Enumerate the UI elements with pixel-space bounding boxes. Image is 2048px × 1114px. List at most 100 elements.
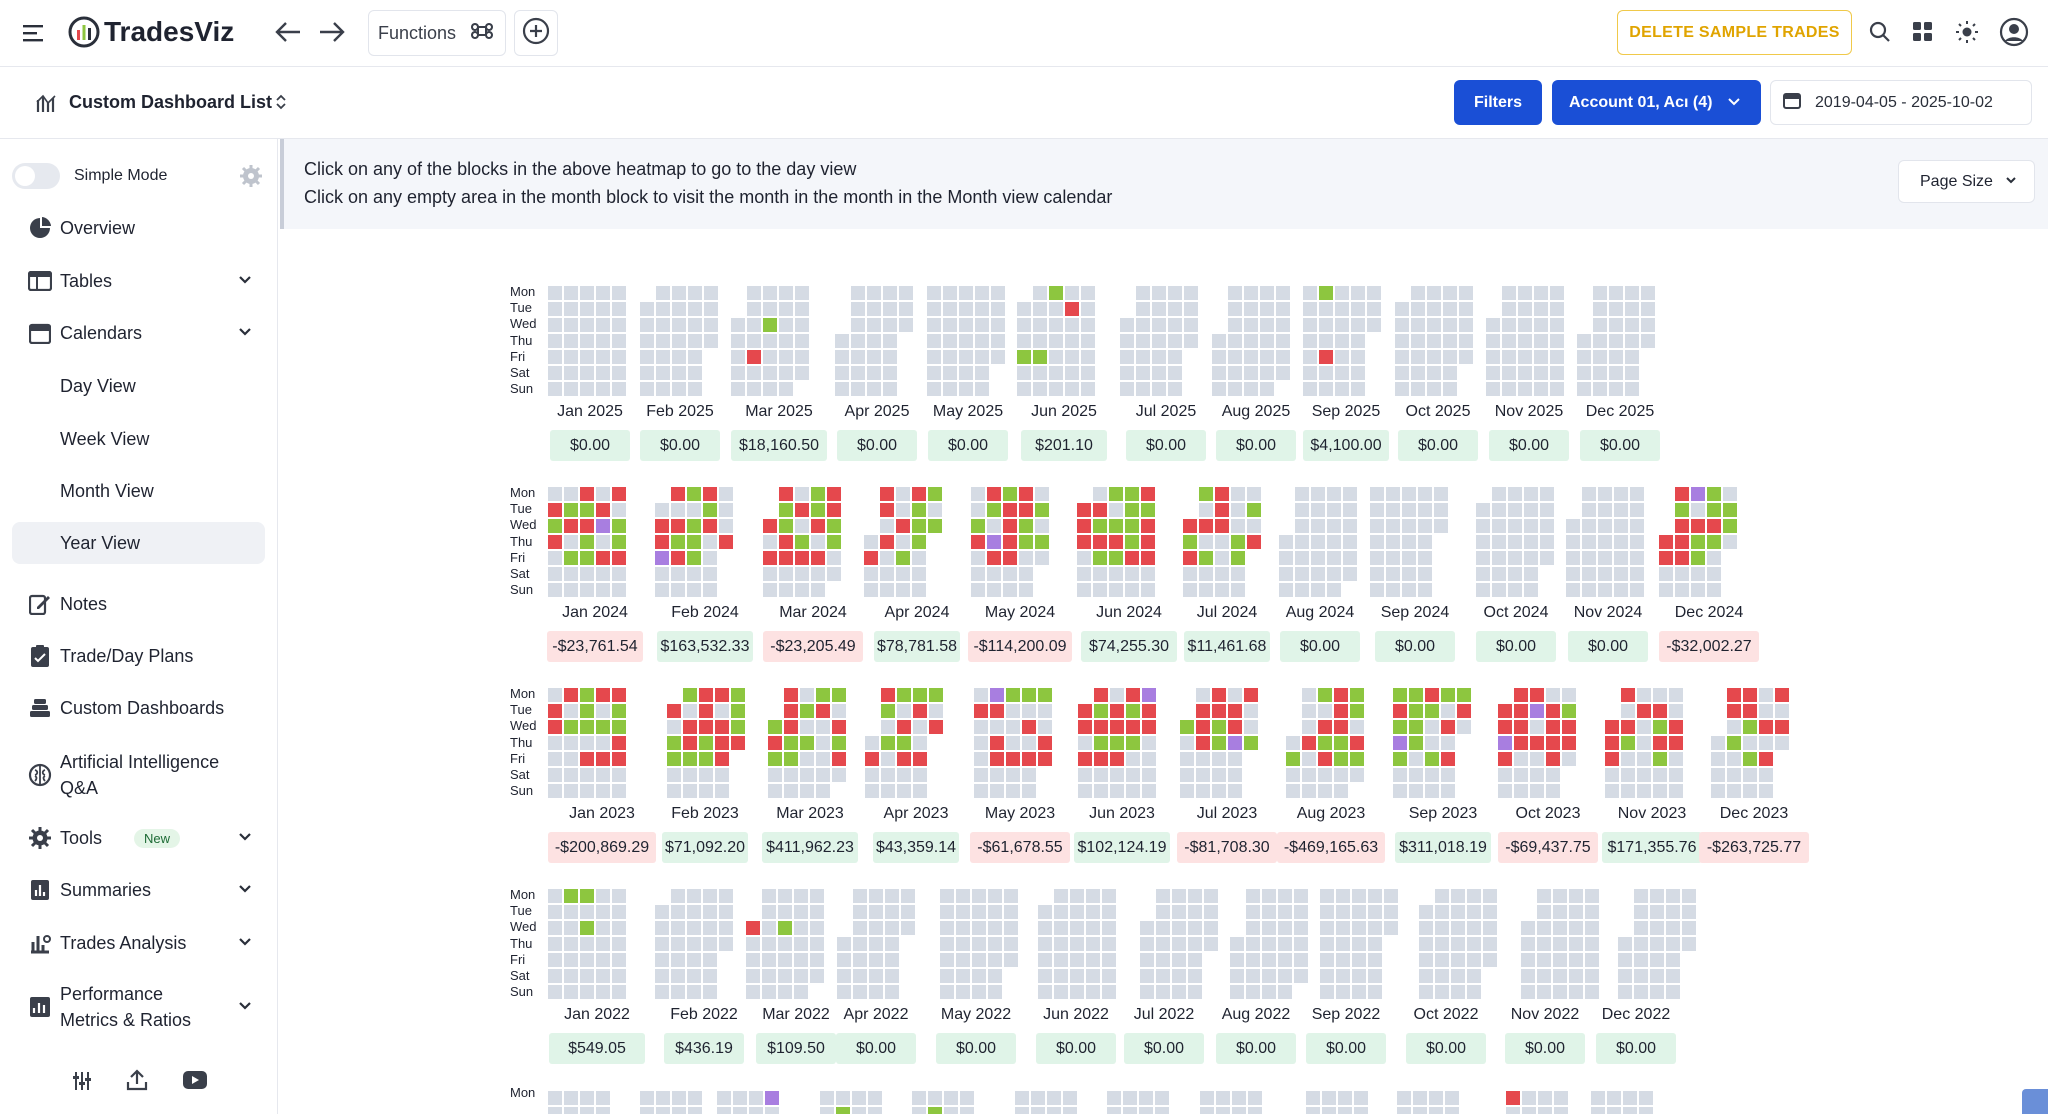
- heatmap-day-cell[interactable]: [1441, 720, 1455, 734]
- month-label[interactable]: Jan 2022: [564, 1006, 630, 1023]
- heatmap-day-cell[interactable]: [1467, 921, 1481, 935]
- heatmap-day-cell[interactable]: [1553, 905, 1567, 919]
- heatmap-day-cell[interactable]: [747, 286, 761, 300]
- heatmap-day-cell[interactable]: [1003, 551, 1017, 565]
- heatmap-day-cell[interactable]: [913, 752, 927, 766]
- heatmap-day-cell[interactable]: [672, 1091, 686, 1105]
- heatmap-day-cell[interactable]: [1711, 752, 1725, 766]
- date-range-picker[interactable]: 2019-04-05 - 2025-10-02: [1770, 80, 2032, 125]
- heatmap-day-cell[interactable]: [1141, 551, 1155, 565]
- heatmap-day-cell[interactable]: [1212, 334, 1226, 348]
- heatmap-day-cell[interactable]: [719, 487, 733, 501]
- heatmap-day-cell[interactable]: [765, 1091, 779, 1105]
- heatmap-day-cell[interactable]: [1467, 969, 1481, 983]
- heatmap-day-cell[interactable]: [1188, 937, 1202, 951]
- heatmap-day-cell[interactable]: [1070, 969, 1084, 983]
- heatmap-day-cell[interactable]: [1109, 503, 1123, 517]
- heatmap-day-cell[interactable]: [1630, 583, 1644, 597]
- heatmap-day-cell[interactable]: [959, 366, 973, 380]
- heatmap-day-cell[interactable]: [1212, 720, 1226, 734]
- heatmap-day-cell[interactable]: [1017, 334, 1031, 348]
- heatmap-day-cell[interactable]: [688, 1107, 702, 1114]
- heatmap-day-cell[interactable]: [943, 366, 957, 380]
- heatmap-day-cell[interactable]: [1350, 688, 1364, 702]
- heatmap-day-cell[interactable]: [1743, 768, 1757, 782]
- heatmap-day-cell[interactable]: [1418, 535, 1432, 549]
- heatmap-day-cell[interactable]: [1140, 985, 1154, 999]
- heatmap-day-cell[interactable]: [779, 334, 793, 348]
- heatmap-day-cell[interactable]: [795, 286, 809, 300]
- heatmap-day-cell[interactable]: [1582, 567, 1596, 581]
- heatmap-day-cell[interactable]: [1070, 953, 1084, 967]
- heatmap-day-cell[interactable]: [1335, 286, 1349, 300]
- heatmap-day-cell[interactable]: [580, 286, 594, 300]
- heatmap-day-cell[interactable]: [1172, 921, 1186, 935]
- heatmap-day-cell[interactable]: [1508, 535, 1522, 549]
- heatmap-day-cell[interactable]: [810, 953, 824, 967]
- heatmap-day-cell[interactable]: [1653, 768, 1667, 782]
- heatmap-day-cell[interactable]: [1140, 953, 1154, 967]
- heatmap-day-cell[interactable]: [612, 318, 626, 332]
- heatmap-day-cell[interactable]: [672, 334, 686, 348]
- heatmap-day-cell[interactable]: [975, 366, 989, 380]
- heatmap-day-cell[interactable]: [1196, 720, 1210, 734]
- heatmap-day-cell[interactable]: [1336, 889, 1350, 903]
- heatmap-day-cell[interactable]: [1168, 382, 1182, 396]
- heatmap-day-cell[interactable]: [564, 366, 578, 380]
- heatmap-day-cell[interactable]: [1585, 937, 1599, 951]
- heatmap-day-cell[interactable]: [1278, 985, 1292, 999]
- month-label[interactable]: Jun 2022: [1043, 1006, 1109, 1023]
- heatmap-day-cell[interactable]: [794, 953, 808, 967]
- heatmap-day-cell[interactable]: [784, 720, 798, 734]
- heatmap-day-cell[interactable]: [1723, 535, 1737, 549]
- heatmap-day-cell[interactable]: [1035, 519, 1049, 533]
- heatmap-day-cell[interactable]: [1038, 985, 1052, 999]
- heatmap-day-cell[interactable]: [1302, 752, 1316, 766]
- heatmap-day-cell[interactable]: [811, 551, 825, 565]
- heatmap-day-cell[interactable]: [1518, 382, 1532, 396]
- heatmap-day-cell[interactable]: [596, 969, 610, 983]
- heatmap-day-cell[interactable]: [1294, 889, 1308, 903]
- heatmap-day-cell[interactable]: [991, 286, 1005, 300]
- heatmap-day-cell[interactable]: [1386, 567, 1400, 581]
- heatmap-day-cell[interactable]: [1598, 551, 1612, 565]
- heatmap-day-cell[interactable]: [655, 535, 669, 549]
- heatmap-day-cell[interactable]: [1022, 720, 1036, 734]
- month-label[interactable]: Feb 2022: [670, 1006, 738, 1023]
- heatmap-day-cell[interactable]: [1168, 334, 1182, 348]
- heatmap-day-cell[interactable]: [784, 736, 798, 750]
- month-label[interactable]: Dec 2022: [1601, 1006, 1671, 1023]
- heatmap-day-cell[interactable]: [667, 704, 681, 718]
- heatmap-day-cell[interactable]: [1650, 969, 1664, 983]
- heatmap-day-cell[interactable]: [596, 889, 610, 903]
- heatmap-day-cell[interactable]: [1707, 519, 1721, 533]
- heatmap-day-cell[interactable]: [869, 985, 883, 999]
- heatmap-day-cell[interactable]: [1418, 519, 1432, 533]
- heatmap-day-cell[interactable]: [1019, 583, 1033, 597]
- heatmap-day-cell[interactable]: [1435, 889, 1449, 903]
- heatmap-day-cell[interactable]: [1441, 784, 1455, 798]
- heatmap-day-cell[interactable]: [1669, 736, 1683, 750]
- heatmap-day-cell[interactable]: [1168, 350, 1182, 364]
- heatmap-day-cell[interactable]: [1352, 969, 1366, 983]
- heatmap-day-cell[interactable]: [655, 503, 669, 517]
- heatmap-day-cell[interactable]: [820, 1107, 834, 1114]
- heatmap-day-cell[interactable]: [1650, 905, 1664, 919]
- heatmap-day-cell[interactable]: [1402, 583, 1416, 597]
- heatmap-day-cell[interactable]: [1188, 921, 1202, 935]
- heatmap-day-cell[interactable]: [795, 318, 809, 332]
- heatmap-day-cell[interactable]: [912, 567, 926, 581]
- heatmap-day-cell[interactable]: [715, 720, 729, 734]
- heatmap-day-cell[interactable]: [1743, 688, 1757, 702]
- heatmap-day-cell[interactable]: [1003, 567, 1017, 581]
- heatmap-day-cell[interactable]: [880, 503, 894, 517]
- month-label[interactable]: Feb 2024: [671, 604, 739, 621]
- heatmap-day-cell[interactable]: [990, 784, 1004, 798]
- heatmap-day-cell[interactable]: [1540, 535, 1554, 549]
- heatmap-day-cell[interactable]: [1621, 736, 1635, 750]
- heatmap-day-cell[interactable]: [580, 334, 594, 348]
- heatmap-day-cell[interactable]: [811, 519, 825, 533]
- heatmap-day-cell[interactable]: [1228, 302, 1242, 316]
- heatmap-day-cell[interactable]: [1019, 567, 1033, 581]
- heatmap-day-cell[interactable]: [881, 688, 895, 702]
